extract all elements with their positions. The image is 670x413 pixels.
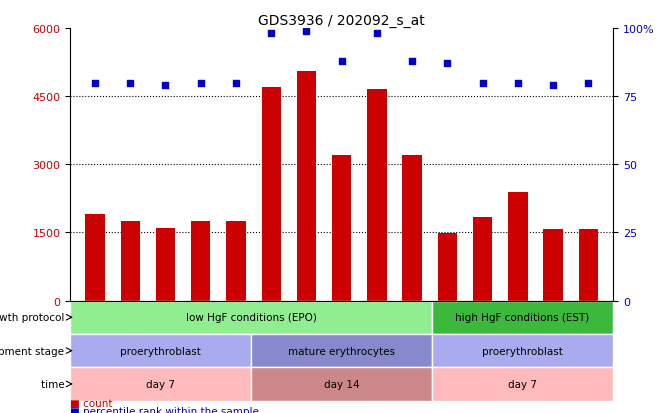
Point: [160, 83, 171, 89]
Bar: [191, 221, 210, 301]
Bar: [226, 221, 246, 301]
Bar: [332, 156, 351, 301]
Text: day 7: day 7: [508, 379, 537, 389]
Bar: [70, 368, 251, 401]
Bar: [432, 301, 613, 334]
Title: GDS3936 / 202092_s_at: GDS3936 / 202092_s_at: [259, 14, 425, 28]
Text: day 7: day 7: [146, 379, 176, 389]
Point: [372, 31, 383, 38]
Text: ■ count: ■ count: [70, 398, 113, 408]
Bar: [85, 215, 105, 301]
Bar: [509, 192, 527, 301]
Bar: [251, 334, 432, 368]
Bar: [473, 217, 492, 301]
Point: [548, 83, 559, 89]
Point: [513, 80, 523, 87]
Point: [301, 28, 312, 35]
Bar: [403, 156, 422, 301]
Bar: [432, 368, 613, 401]
Text: day 14: day 14: [324, 379, 360, 389]
Point: [125, 80, 135, 87]
Bar: [367, 90, 387, 301]
Text: ■ percentile rank within the sample: ■ percentile rank within the sample: [70, 406, 259, 413]
Bar: [156, 228, 175, 301]
Bar: [70, 301, 432, 334]
Text: time: time: [41, 379, 68, 389]
Point: [583, 80, 594, 87]
Point: [477, 80, 488, 87]
Bar: [251, 368, 432, 401]
Point: [336, 58, 347, 65]
Text: low HgF conditions (EPO): low HgF conditions (EPO): [186, 313, 317, 323]
Bar: [579, 229, 598, 301]
Point: [90, 80, 100, 87]
Text: growth protocol: growth protocol: [0, 313, 68, 323]
Point: [442, 61, 453, 68]
Bar: [297, 72, 316, 301]
Point: [230, 80, 241, 87]
Bar: [261, 88, 281, 301]
Point: [407, 58, 417, 65]
Bar: [438, 234, 457, 301]
Text: mature erythrocytes: mature erythrocytes: [288, 346, 395, 356]
Bar: [70, 334, 251, 368]
Text: proerythroblast: proerythroblast: [121, 346, 201, 356]
Point: [196, 80, 206, 87]
Bar: [432, 334, 613, 368]
Text: proerythroblast: proerythroblast: [482, 346, 563, 356]
Bar: [543, 229, 563, 301]
Text: development stage: development stage: [0, 346, 68, 356]
Text: high HgF conditions (EST): high HgF conditions (EST): [456, 313, 590, 323]
Point: [266, 31, 277, 38]
Bar: [121, 221, 140, 301]
